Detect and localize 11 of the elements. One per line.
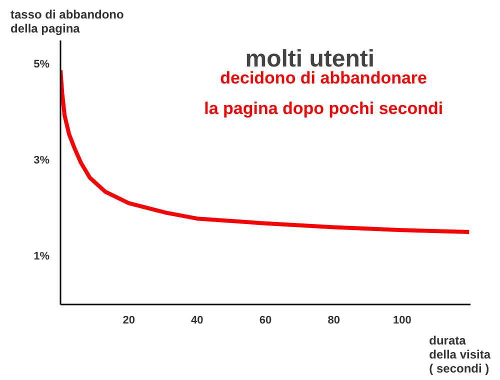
x-tick-label: 40 (191, 314, 204, 326)
y-axis-title: tasso di abbandono della pagina (10, 8, 124, 36)
x-tick-label: 80 (328, 314, 340, 326)
line-series (60, 68, 470, 234)
x-axis-title: durata della visita ( secondi ) (429, 334, 491, 376)
x-tick-label: 100 (392, 314, 412, 326)
y-tick-label: 5% (34, 58, 50, 70)
x-tick-label: 20 (122, 314, 135, 326)
y-tick-label: 3% (34, 154, 50, 166)
y-tick-label: 1% (34, 250, 50, 262)
x-tick-label: 60 (259, 314, 272, 326)
